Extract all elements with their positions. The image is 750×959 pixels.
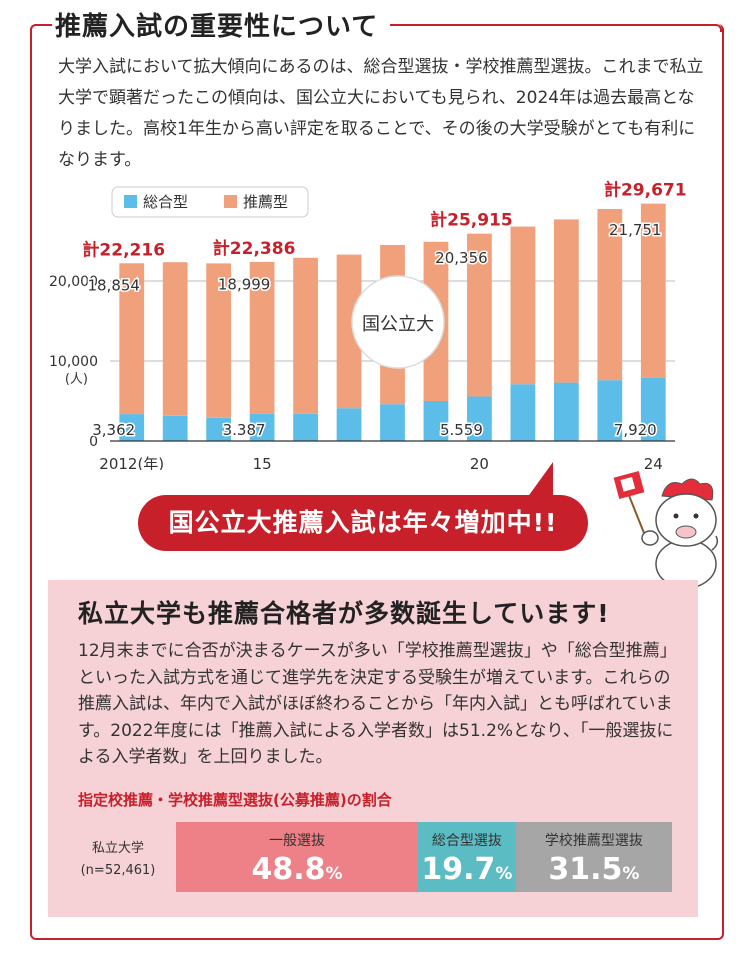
legend-label: 推薦型 bbox=[243, 193, 288, 211]
bar-sogo bbox=[467, 396, 492, 441]
y-unit-label: (人) bbox=[65, 372, 88, 387]
total-label: 計22,386 bbox=[213, 238, 296, 259]
bar-sogo bbox=[380, 404, 405, 441]
x-tick-label: 15 bbox=[253, 455, 272, 470]
data-label-suisen: 18,854 bbox=[87, 276, 140, 294]
bar-sogo bbox=[597, 380, 623, 441]
intro-text: 大学入試において拡大傾向にあるのは、総合型選抜・学校推薦型選抜。これまで私立大学… bbox=[58, 57, 704, 170]
frame-top-right bbox=[390, 24, 722, 32]
bar-suisen bbox=[597, 209, 623, 381]
y-tick-label: 0 bbox=[89, 434, 98, 450]
y-tick-label: 20,000 bbox=[49, 274, 98, 290]
callout-tail bbox=[527, 462, 553, 498]
legend-label: 総合型 bbox=[143, 193, 188, 211]
bar-suisen bbox=[467, 233, 492, 397]
data-label-suisen: 20,356 bbox=[435, 249, 488, 267]
ratio-segment-value: 48.8% bbox=[251, 852, 343, 887]
private-panel-title: 私立大学も推薦合格者が多数誕生しています! bbox=[78, 599, 610, 628]
ratio-segment-name: 総合型選抜 bbox=[431, 833, 502, 849]
bar-suisen bbox=[553, 219, 579, 383]
bar-sogo bbox=[119, 414, 145, 441]
bar-sogo bbox=[640, 377, 666, 441]
total-label: 計25,915 bbox=[430, 210, 513, 231]
ratio-segment-value: 19.7% bbox=[421, 852, 513, 887]
bar-sogo bbox=[206, 417, 232, 441]
percent-sign: % bbox=[495, 864, 513, 884]
data-label-suisen: 21,751 bbox=[609, 221, 662, 239]
data-label-sogo: 5.559 bbox=[440, 421, 483, 439]
bar-sogo bbox=[510, 384, 536, 441]
ratio-segment-name: 学校推薦型選抜 bbox=[544, 833, 643, 849]
ratio-segment-name: 一般選抜 bbox=[269, 833, 326, 849]
total-label: 計29,671 bbox=[604, 180, 687, 201]
bar-sogo bbox=[553, 382, 579, 441]
bar-sogo bbox=[293, 413, 318, 441]
bar-suisen bbox=[206, 263, 232, 418]
frame-top-left bbox=[30, 24, 52, 32]
x-tick-label: 24 bbox=[644, 455, 663, 470]
total-label: 計22,216 bbox=[82, 239, 165, 260]
bar-suisen bbox=[640, 203, 666, 378]
y-tick-label: 10,000 bbox=[49, 354, 98, 370]
bar-suisen bbox=[119, 263, 145, 415]
bar-sogo bbox=[249, 413, 275, 441]
legend-box bbox=[111, 186, 309, 218]
ratio-label-n: (n=52,461) bbox=[80, 863, 156, 878]
bar-sogo bbox=[162, 415, 188, 441]
ratio-label-name: 私立大学 bbox=[91, 841, 144, 856]
content-frame bbox=[30, 24, 724, 940]
x-tick-label: 2012(年) bbox=[99, 455, 164, 470]
bar-sogo bbox=[336, 408, 362, 441]
annotation-label: 国公立大 bbox=[362, 314, 434, 335]
legend-swatch bbox=[124, 195, 137, 208]
bar-sogo bbox=[423, 401, 449, 441]
bar-suisen bbox=[249, 261, 275, 414]
private-panel-body: 12月末までに合否が決まるケースが多い「学校推薦型選抜」や「総合型推薦」といった… bbox=[78, 641, 677, 767]
ratio-title: 指定校推薦・学校推薦型選抜(公募推薦)の割合 bbox=[78, 791, 392, 809]
ratio-segment-value: 31.5% bbox=[548, 852, 640, 887]
data-label-sogo: 3.387 bbox=[223, 421, 266, 439]
legend-swatch bbox=[224, 195, 237, 208]
ratio-label: 私立大学 (n=52,461) bbox=[70, 838, 166, 882]
section-title: 推薦入試の重要性について bbox=[55, 12, 379, 42]
bar-suisen bbox=[293, 257, 318, 414]
percent-sign: % bbox=[622, 864, 640, 884]
cow-mascot-icon bbox=[613, 471, 719, 589]
ratio-segment: 一般選抜 48.8% bbox=[176, 822, 419, 892]
callout-banner: 国公立大推薦入試は年々増加中!! bbox=[138, 495, 588, 551]
x-tick-label: 20 bbox=[470, 455, 489, 470]
annotation-circle bbox=[351, 275, 445, 369]
bar-suisen bbox=[510, 226, 536, 385]
percent-sign: % bbox=[325, 864, 343, 884]
bar-suisen bbox=[162, 262, 188, 416]
ratio-segment: 学校推薦型選抜 31.5% bbox=[515, 822, 672, 892]
data-label-sogo: 7,920 bbox=[614, 421, 657, 439]
ratio-segment: 総合型選抜 19.7% bbox=[418, 822, 516, 892]
recommendation-chart: 0 10,000 20,000 (人) 2012(年) 3,362 18,854 計22,21… bbox=[49, 178, 688, 470]
data-label-sogo: 3,362 bbox=[92, 421, 135, 439]
data-label-suisen: 18,999 bbox=[218, 275, 271, 293]
